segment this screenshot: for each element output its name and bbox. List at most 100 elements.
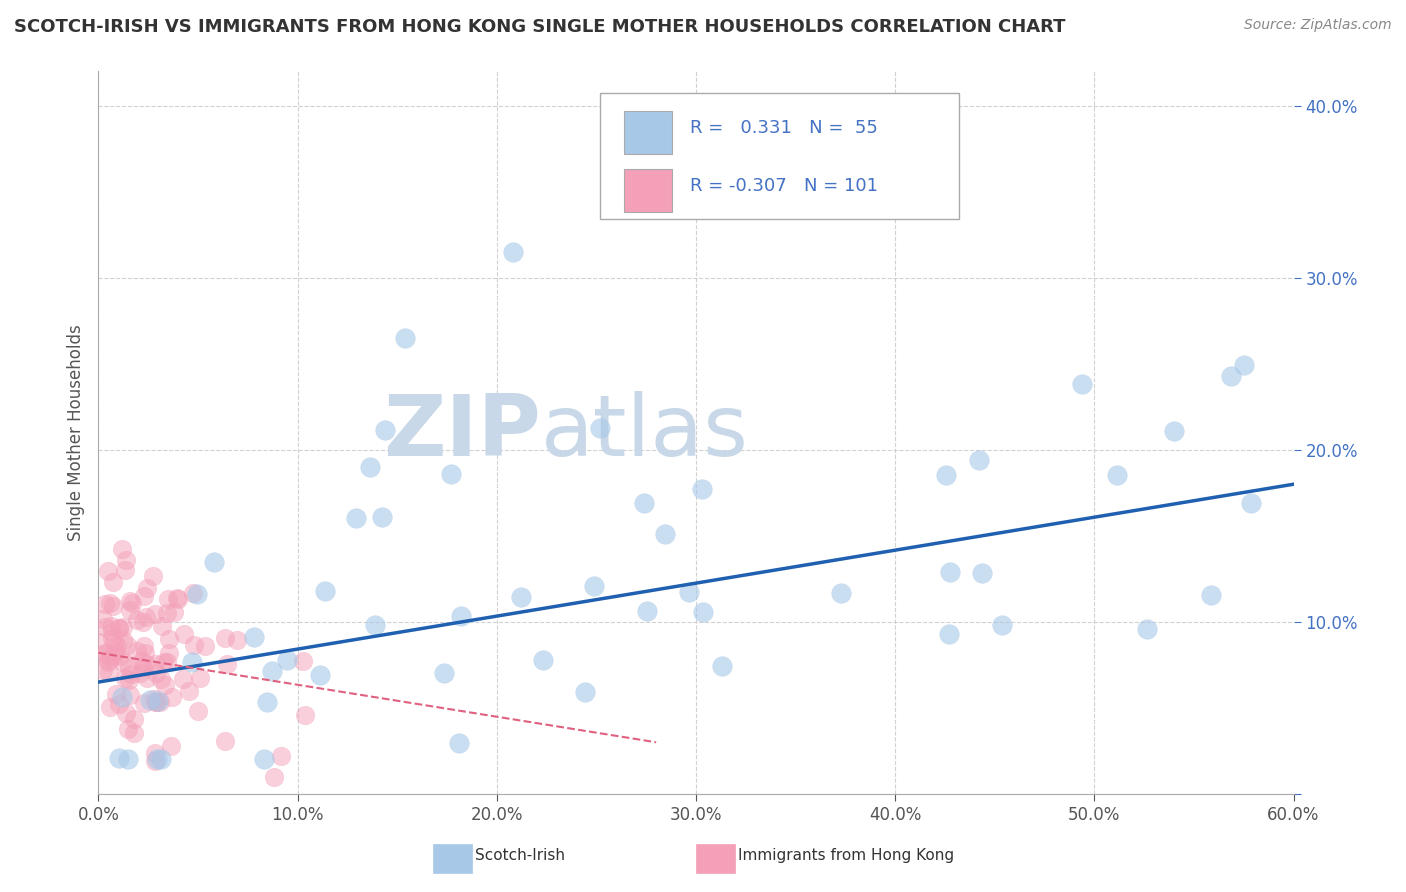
Point	[98, 596, 121, 610]
Point	[157, 646, 180, 660]
Point	[108, 621, 131, 635]
Point	[97, 655, 120, 669]
Point	[143, 657, 166, 672]
Bar	[696, 845, 735, 873]
Point	[105, 639, 128, 653]
Y-axis label: Single Mother Households: Single Mother Households	[66, 325, 84, 541]
Point	[359, 460, 381, 475]
Point	[830, 586, 852, 600]
Point	[374, 423, 396, 437]
Point	[633, 496, 655, 510]
Point	[111, 541, 134, 556]
Point	[574, 685, 596, 699]
Point	[132, 615, 155, 629]
Point	[935, 467, 957, 482]
Point	[98, 665, 121, 679]
Point	[120, 688, 142, 702]
Point	[1233, 358, 1256, 372]
Point	[87, 635, 110, 649]
Point	[103, 635, 125, 649]
Point	[94, 597, 117, 611]
Point	[440, 467, 463, 482]
Point	[314, 584, 336, 599]
Point	[294, 708, 316, 723]
Point	[938, 627, 960, 641]
Point	[253, 752, 276, 766]
Point	[115, 706, 138, 720]
Point	[103, 648, 125, 663]
Point	[153, 655, 176, 669]
Point	[145, 694, 167, 708]
Point	[166, 591, 188, 606]
Point	[104, 645, 127, 659]
Point	[531, 653, 554, 667]
Point	[394, 331, 416, 345]
Point	[1163, 424, 1185, 438]
Point	[131, 654, 153, 668]
Point	[94, 646, 117, 660]
Point	[98, 699, 121, 714]
Point	[309, 668, 332, 682]
Text: SCOTCH-IRISH VS IMMIGRANTS FROM HONG KONG SINGLE MOTHER HOUSEHOLDS CORRELATION C: SCOTCH-IRISH VS IMMIGRANTS FROM HONG KON…	[14, 18, 1066, 36]
Text: Immigrants from Hong Kong: Immigrants from Hong Kong	[738, 847, 953, 863]
Point	[215, 657, 238, 671]
Text: R = -0.307   N = 101: R = -0.307 N = 101	[690, 177, 877, 194]
Point	[114, 563, 136, 577]
Point	[1199, 588, 1222, 602]
Point	[344, 511, 367, 525]
Point	[291, 654, 314, 668]
Point	[124, 712, 146, 726]
Point	[111, 620, 134, 634]
Point	[692, 605, 714, 619]
Point	[94, 646, 117, 660]
Point	[111, 690, 134, 705]
Point	[256, 695, 278, 709]
Point	[145, 695, 167, 709]
Bar	[624, 112, 672, 154]
Point	[114, 671, 136, 685]
Point	[149, 695, 172, 709]
Point	[589, 421, 612, 435]
Point	[143, 747, 166, 761]
Point	[159, 739, 181, 753]
Text: Source: ZipAtlas.com: Source: ZipAtlas.com	[1244, 18, 1392, 32]
Point	[150, 618, 173, 632]
Point	[101, 599, 124, 614]
Point	[270, 748, 292, 763]
Point	[173, 627, 195, 641]
Point	[127, 644, 149, 658]
Point	[129, 665, 152, 680]
Point	[143, 607, 166, 621]
Point	[1070, 377, 1092, 392]
Point	[104, 687, 127, 701]
Point	[690, 483, 713, 497]
Point	[654, 527, 676, 541]
Point	[97, 653, 120, 667]
Point	[1136, 622, 1159, 636]
Point	[183, 638, 205, 652]
Point	[120, 666, 142, 681]
Point	[136, 671, 159, 685]
Point	[94, 620, 117, 634]
Point	[167, 591, 190, 606]
Point	[108, 750, 131, 764]
Point	[100, 624, 122, 639]
Point	[145, 752, 167, 766]
Point	[1240, 496, 1263, 510]
Point	[91, 663, 114, 677]
Point	[711, 659, 734, 673]
Point	[139, 693, 162, 707]
Point	[1107, 467, 1129, 482]
Point	[134, 697, 156, 711]
Point	[450, 608, 472, 623]
Point	[101, 631, 124, 645]
Point	[276, 653, 298, 667]
Point	[108, 621, 131, 635]
Point	[117, 722, 139, 736]
Point	[991, 618, 1014, 632]
Point	[122, 725, 145, 739]
Point	[214, 734, 236, 748]
Point	[939, 566, 962, 580]
Point	[155, 607, 177, 621]
Point	[142, 568, 165, 582]
